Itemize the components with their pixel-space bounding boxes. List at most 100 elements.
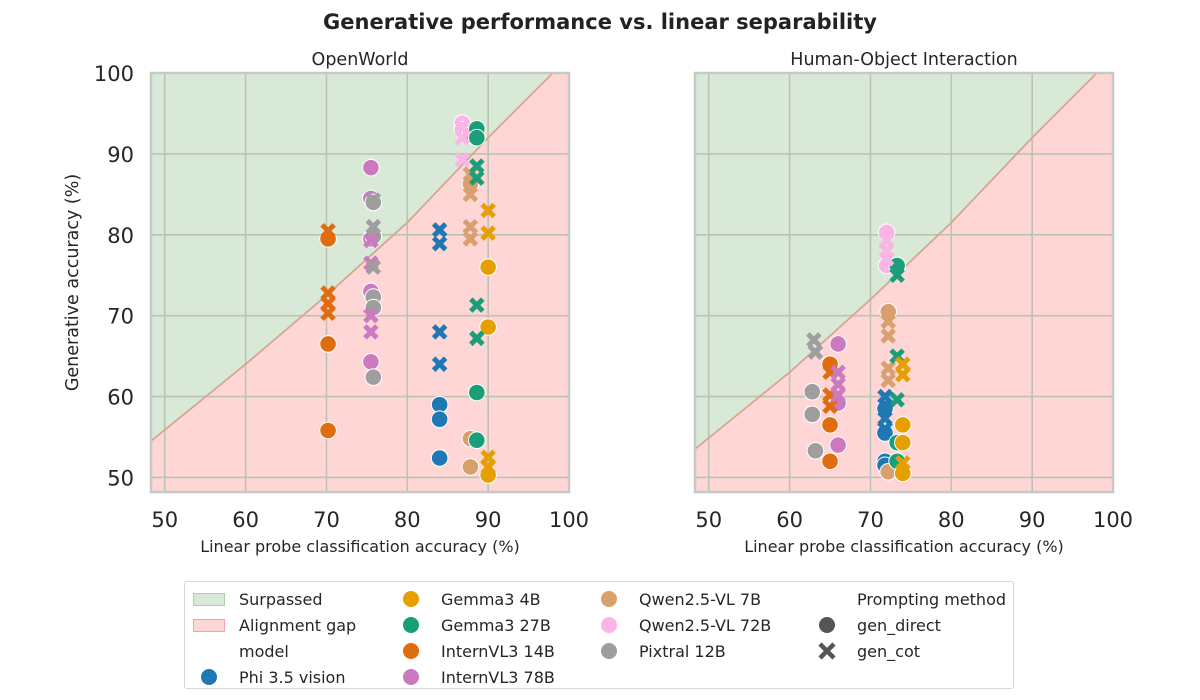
boundary-line <box>695 73 1101 450</box>
y-tick-label: 50 <box>107 466 134 490</box>
legend-label: Alignment gap <box>239 615 357 635</box>
data-point-cross <box>480 202 496 219</box>
legend-item-model: Pixtral 12B <box>591 638 771 664</box>
legend-header-method: Prompting method <box>809 586 1006 612</box>
legend-item-model: Qwen2.5-VL 7B <box>591 586 771 612</box>
legend-label: InternVL3 14B <box>441 641 555 661</box>
x-tick-label: 90 <box>475 508 502 532</box>
legend-column-4: Prompting method gen_direct gen_cot <box>809 586 1006 664</box>
legend-item-gen-direct: gen_direct <box>809 612 1006 638</box>
model-dot-icon <box>601 643 617 659</box>
model-dot-icon <box>601 617 617 633</box>
legend-item-model: InternVL3 78B <box>393 664 555 690</box>
gap-patch <box>193 618 225 632</box>
data-point <box>893 433 912 452</box>
circle-marker-icon <box>819 617 835 633</box>
data-point <box>362 158 380 177</box>
x-axis-label: Linear probe classification accuracy (%) <box>744 537 1064 556</box>
data-point-cross <box>431 356 448 372</box>
surpassed-region <box>151 73 569 441</box>
data-point <box>319 421 337 440</box>
legend-item-model: Gemma3 4B <box>393 586 555 612</box>
y-tick-label: 60 <box>107 386 134 410</box>
data-point-cross <box>807 344 824 360</box>
data-point-cross <box>320 305 336 322</box>
data-point <box>319 335 337 353</box>
data-point-cross <box>469 170 485 186</box>
legend-label: Phi 3.5 vision <box>239 667 346 687</box>
model-dot-icon <box>201 669 217 685</box>
data-point <box>468 128 486 147</box>
data-point <box>821 452 839 471</box>
data-point <box>893 416 912 434</box>
model-dot-icon <box>601 591 617 607</box>
data-point-cross <box>880 372 897 389</box>
chart-panel-2: 50 60 70 80 90 100 Human-Object Interaction Lin… <box>693 50 1133 556</box>
data-point <box>461 458 480 476</box>
data-point <box>821 416 839 434</box>
data-point-cross <box>365 192 382 208</box>
legend-label: Gemma3 27B <box>441 615 551 635</box>
data-point-cross <box>469 158 485 174</box>
x-tick-label: 80 <box>938 508 965 532</box>
data-point-cross <box>363 324 379 340</box>
boundary-line <box>151 73 557 442</box>
legend-label: Qwen2.5-VL 7B <box>639 589 762 609</box>
legend-item-model: InternVL3 14B <box>393 638 555 664</box>
data-point-cross <box>830 387 846 403</box>
x-tick-label: 50 <box>151 508 178 532</box>
legend-label: Pixtral 12B <box>639 641 726 661</box>
data-point-cross <box>889 267 905 283</box>
data-point-cross <box>462 231 479 247</box>
data-point <box>468 383 486 402</box>
data-point-cross <box>877 421 893 437</box>
legend-label: InternVL3 78B <box>441 667 555 687</box>
legend-item-alignment-gap: Alignment gap <box>191 612 356 638</box>
data-point-cross <box>431 222 448 238</box>
x-tick-label: 100 <box>549 508 589 532</box>
x-tick-label: 50 <box>695 508 722 532</box>
data-point <box>468 431 486 450</box>
x-tick-label: 90 <box>1019 508 1046 532</box>
x-tick-label: 60 <box>776 508 803 532</box>
data-point-cross <box>880 328 897 344</box>
data-point-cross <box>365 259 382 275</box>
data-point-cross <box>320 222 336 239</box>
x-axis-label: Linear probe classification accuracy (%) <box>200 537 520 556</box>
data-point-cross <box>462 218 479 235</box>
data-point <box>430 449 449 467</box>
data-point <box>362 352 380 371</box>
data-point-cross <box>454 129 471 146</box>
data-point-cross <box>462 186 479 203</box>
y-tick-label: 90 <box>107 143 134 167</box>
data-point <box>803 382 822 401</box>
model-dot-icon <box>403 643 419 659</box>
data-point <box>876 424 894 442</box>
data-point-cross <box>880 313 897 330</box>
data-point <box>430 410 449 429</box>
legend-label: gen_cot <box>857 641 920 661</box>
legend-header-label: model <box>239 641 289 661</box>
data-point-cross <box>469 297 485 313</box>
x-tick-label: 70 <box>313 508 340 532</box>
y-tick-label: 100 <box>94 62 134 86</box>
legend-label: gen_direct <box>857 615 941 635</box>
data-point-cross <box>469 330 485 347</box>
x-tick-label: 70 <box>857 508 884 532</box>
data-point-cross <box>431 324 448 340</box>
data-point-cross <box>877 388 893 405</box>
legend-header-label: Prompting method <box>857 589 1007 609</box>
data-point <box>806 441 825 460</box>
data-point <box>803 405 822 424</box>
legend: Surpassed Alignment gap model Phi 3.5 vi… <box>184 581 1014 689</box>
legend-label: Gemma3 4B <box>441 589 541 609</box>
data-point-cross <box>895 366 911 383</box>
legend-item-model: Qwen2.5-VL 72B <box>591 612 771 638</box>
data-point-cross <box>480 225 496 241</box>
plot-area: 50 60 70 80 90 100 50 60 70 80 90 100 Generative acc… <box>63 50 1133 556</box>
data-point-cross <box>480 459 496 475</box>
legend-item-surpassed: Surpassed <box>191 586 356 612</box>
data-point <box>829 436 847 454</box>
model-dot-icon <box>403 669 419 685</box>
y-tick-label: 80 <box>107 224 134 248</box>
